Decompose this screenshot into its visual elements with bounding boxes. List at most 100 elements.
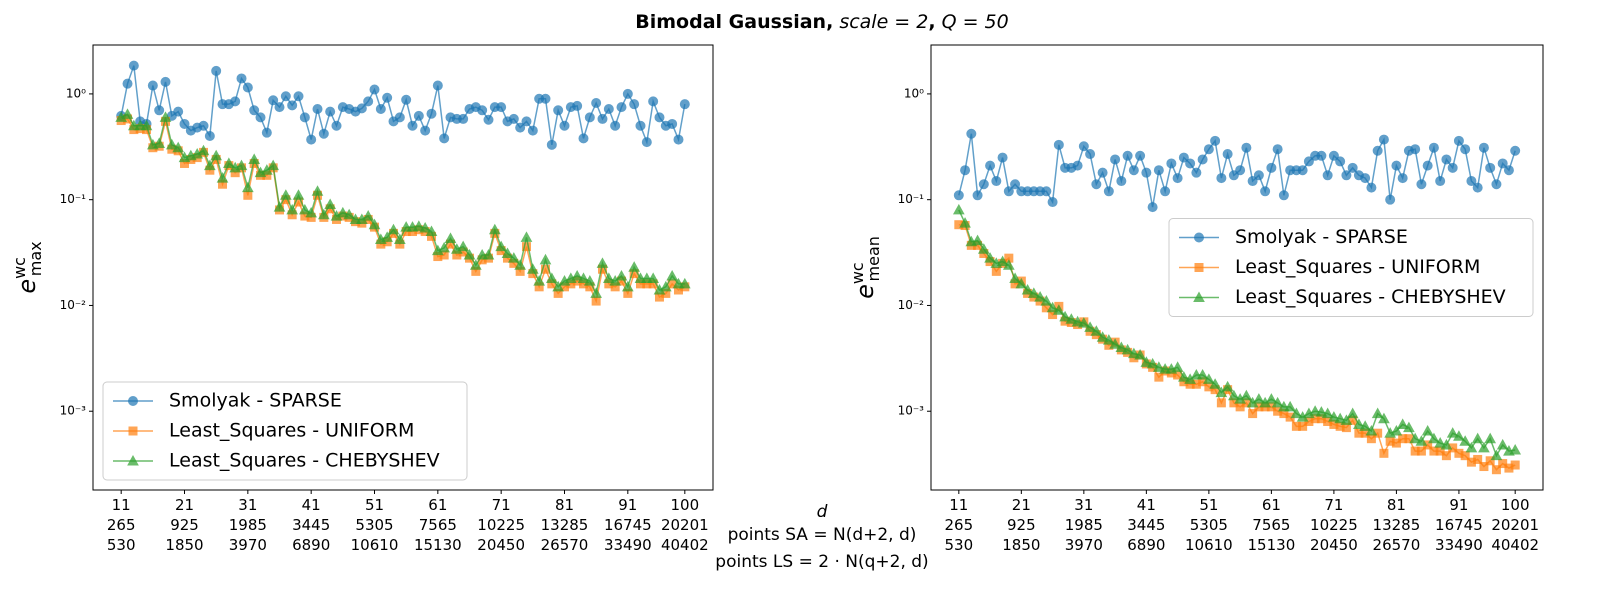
x-tick-label: 33490 [1435,536,1483,554]
x-tick-label: 20450 [477,536,525,554]
marker [1078,141,1089,152]
marker [128,396,138,406]
marker [1215,386,1228,398]
x-tick-label: 20201 [661,516,709,534]
marker [317,208,330,220]
marker [287,100,298,111]
x-tick-label: 91 [618,496,637,514]
marker [1473,454,1483,464]
marker [438,241,451,253]
marker [1434,437,1447,448]
y-tick-label: 10⁻³ [898,404,925,418]
x-tick-label: 21 [175,496,194,514]
marker [1415,435,1428,446]
marker [420,125,431,136]
marker [477,105,488,116]
marker [306,134,317,145]
marker [1034,291,1046,302]
marker [203,159,216,171]
marker [1027,287,1040,298]
x-tick-label: 81 [555,496,574,514]
marker [1278,190,1289,201]
marker [1471,432,1484,444]
marker [1228,389,1240,401]
marker [387,223,400,235]
marker [1040,295,1053,306]
marker [1460,451,1470,461]
marker [1360,173,1371,184]
y-label-sub: mean [864,236,883,281]
marker [1210,135,1221,146]
marker [496,102,507,113]
marker [1253,170,1264,181]
marker [1196,368,1209,380]
x-tick-label: 31 [238,496,257,514]
marker [1435,176,1446,187]
marker [1346,407,1359,419]
marker [1003,186,1014,197]
marker [1421,424,1434,436]
marker [1193,291,1205,302]
x-tick-label: 5305 [355,516,393,534]
marker [241,181,254,193]
marker [628,261,641,272]
x-tick-label: 3970 [229,536,267,554]
x-tick-label: 15130 [1248,536,1296,554]
marker [679,99,690,110]
marker [1290,407,1303,419]
x-tick-label: 11 [112,496,131,514]
marker [279,189,292,200]
marker [140,119,153,131]
marker [382,92,393,103]
marker [1203,144,1214,155]
x-tick-label: 91 [1449,496,1468,514]
marker [1460,144,1471,155]
marker [1510,145,1521,156]
x-tick-label: 6890 [292,536,330,554]
marker [1178,152,1189,163]
marker [515,122,526,133]
marker [210,149,223,161]
x-tick-label: 20450 [1310,536,1358,554]
marker [1235,165,1246,176]
marker [641,137,652,148]
marker [1466,176,1477,187]
marker [596,257,609,268]
marker [514,259,527,270]
marker [1197,154,1208,165]
marker [1347,162,1358,173]
marker [1134,348,1146,360]
marker [261,127,272,138]
marker [356,103,367,114]
marker [172,141,185,153]
marker [1110,154,1121,165]
marker [577,272,590,283]
marker [1478,441,1490,453]
marker [1140,356,1153,367]
legend-label: Smolyak - SPARSE [1235,226,1408,248]
marker [1315,406,1328,417]
marker [610,120,621,131]
x-tick-label: 925 [170,516,199,534]
marker [1484,432,1497,444]
marker [1059,310,1071,322]
x-tick-label: 1850 [165,536,203,554]
y-tick-label: 10⁻³ [60,404,87,418]
marker [1077,317,1090,328]
marker [1041,186,1052,197]
marker [121,108,134,119]
x-tick-label: 7565 [1252,516,1290,534]
marker [1266,162,1277,173]
marker [1447,162,1458,173]
marker [444,232,457,243]
marker [648,96,659,107]
legend-label: Least_Squares - UNIFORM [1235,256,1480,278]
marker [1015,277,1028,289]
marker [1409,432,1422,444]
x-tick-label: 51 [365,496,384,514]
marker [959,217,971,228]
marker [991,176,1002,187]
x-tick-label: 13285 [541,516,589,534]
marker [1194,232,1204,243]
title-part: Bimodal Gaussian, [635,11,833,33]
